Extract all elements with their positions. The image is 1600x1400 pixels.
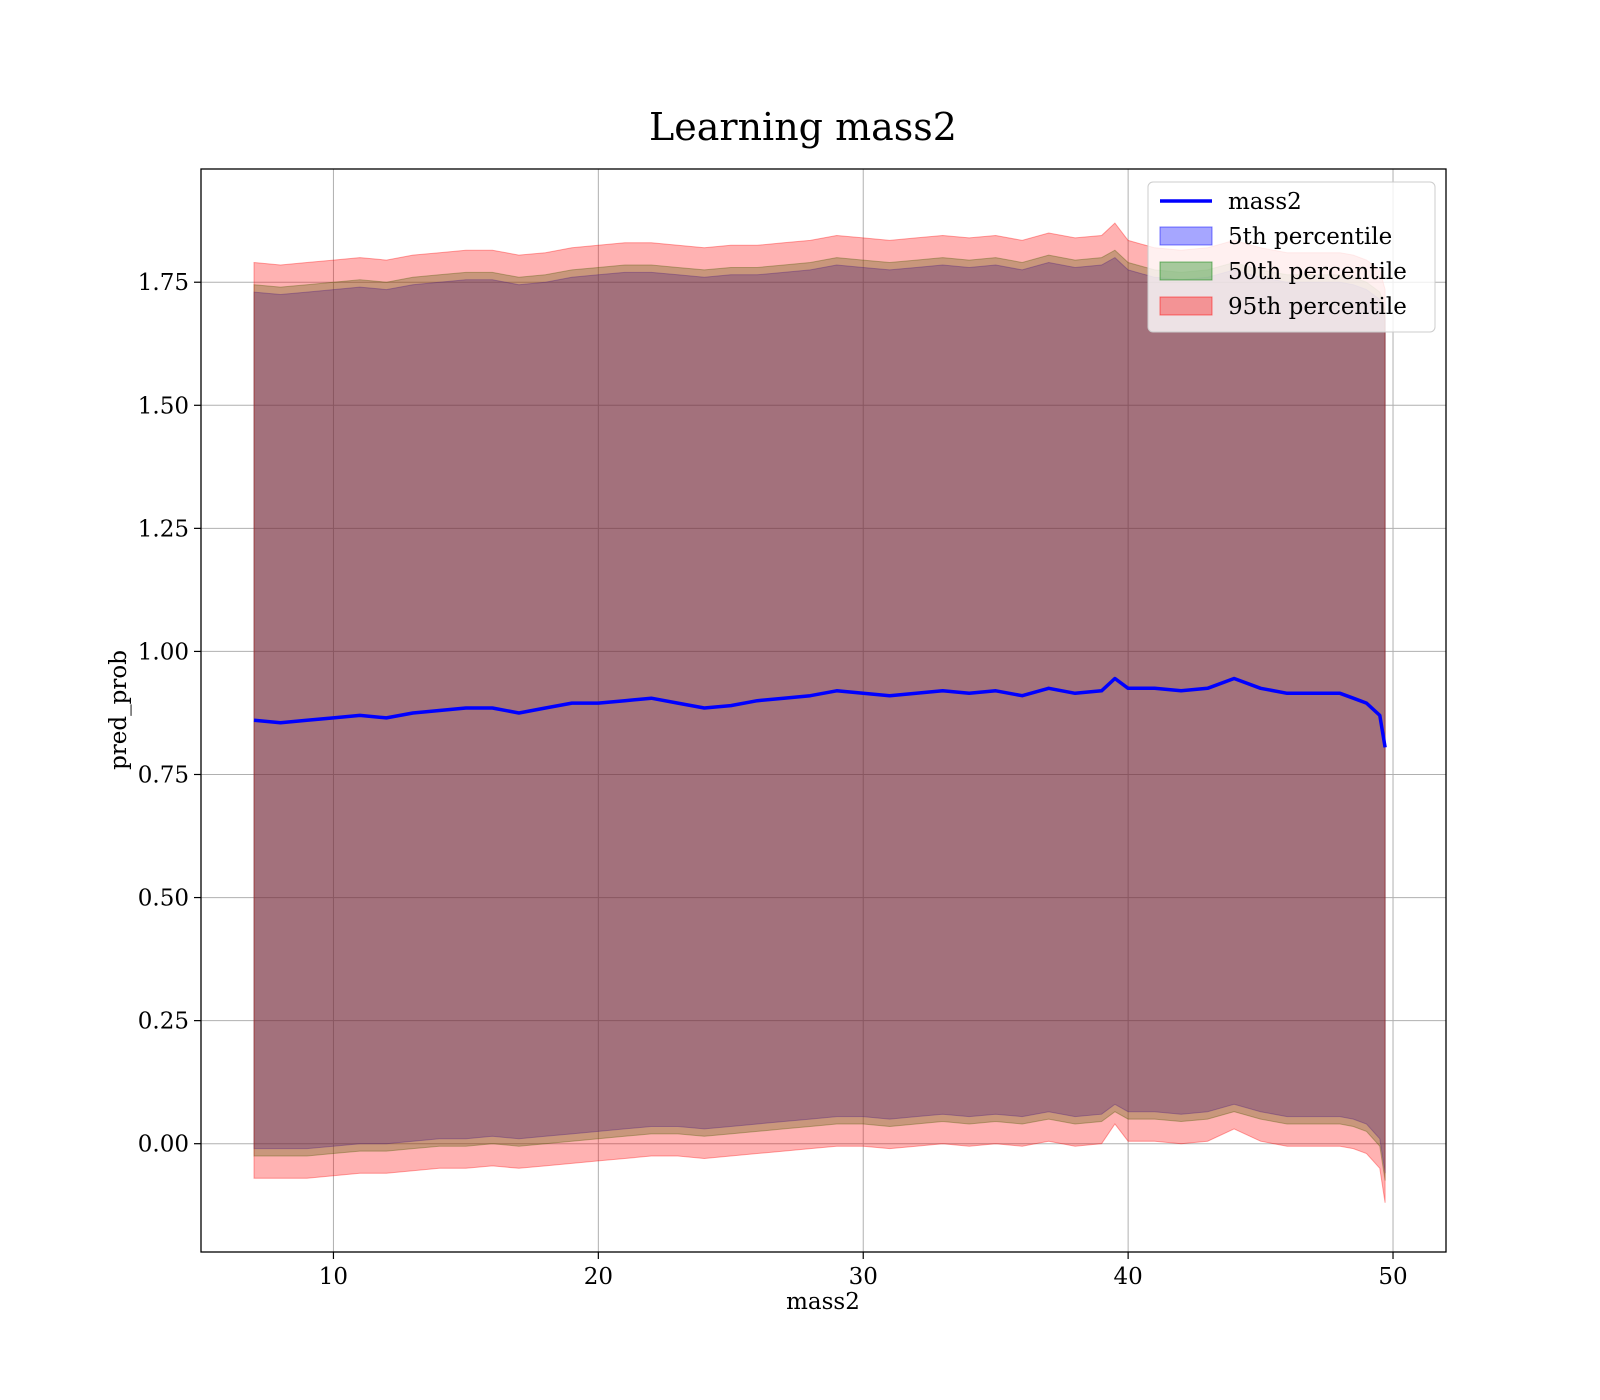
x-tick-label: 20 [584,1264,613,1290]
y-tick-label: 1.25 [138,516,189,542]
legend-label: mass2 [1228,189,1302,215]
y-tick-label: 1.50 [138,393,189,419]
legend-swatch-band [1159,261,1213,281]
series-lines [253,676,1387,748]
legend-label: 95th percentile [1228,294,1407,320]
y-tick-label: 1.75 [138,270,189,296]
line-mass2 [253,676,1387,748]
percentile-bands [253,222,1386,1203]
band-5th-percentile [253,256,1386,1174]
y-tick-label: 0.50 [138,886,189,912]
legend-label: 50th percentile [1228,259,1407,285]
legend-swatch-band [1159,226,1213,246]
x-tick-label: 50 [1378,1264,1407,1290]
y-tick-label: 0.25 [138,1009,189,1035]
y-tick-label: 0.75 [138,762,189,788]
y-axis-label: pred_prob [106,650,132,770]
x-axis-label: mass2 [786,1289,860,1315]
legend: mass2 5th percentile 50th percentile 95th p… [1147,181,1436,333]
legend-box [1147,181,1436,333]
legend-label: 5th percentile [1228,224,1392,250]
y-tick-label: 1.00 [138,639,189,665]
band-95th-percentile [253,222,1386,1203]
x-tick-label: 30 [849,1264,878,1290]
legend-swatch-band [1159,296,1213,316]
y-tick-label: 0.00 [138,1132,189,1158]
y-ticks: 0.00 0.25 0.50 0.75 1.00 1.25 1.50 1.75 [138,270,201,1158]
plot-frame [200,168,1447,1253]
x-ticks: 10 20 30 40 50 [319,1252,1408,1290]
x-tick-label: 10 [319,1264,348,1290]
x-tick-label: 40 [1113,1264,1142,1290]
grid [201,169,1446,1252]
chart-title: Learning mass2 [649,105,957,149]
band-50th-percentile [253,249,1386,1181]
